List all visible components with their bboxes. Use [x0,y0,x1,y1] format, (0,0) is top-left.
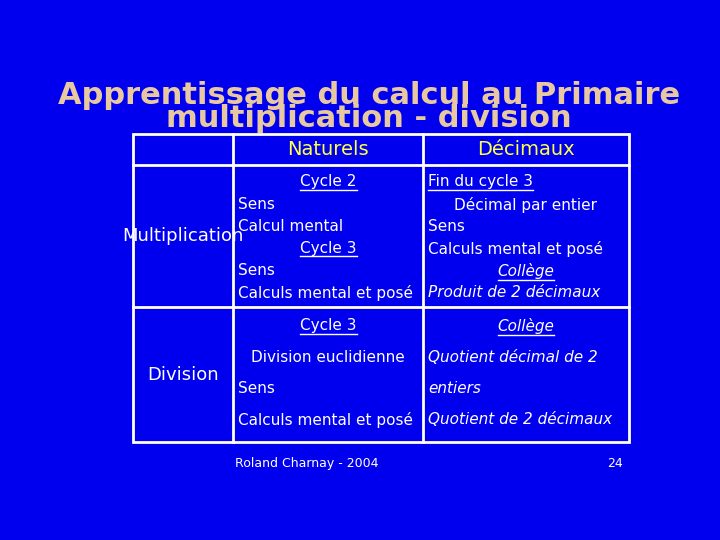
Text: Produit de 2 décimaux: Produit de 2 décimaux [428,286,600,300]
Text: Cycle 2: Cycle 2 [300,174,356,190]
Text: 24: 24 [608,457,624,470]
Text: Division: Division [147,366,219,384]
Text: Décimal par entier: Décimal par entier [454,197,598,213]
Text: Collège: Collège [498,263,554,279]
Text: Multiplication: Multiplication [122,227,243,245]
Text: Sens: Sens [238,197,275,212]
Text: Quotient décimal de 2: Quotient décimal de 2 [428,349,598,364]
Text: Cycle 3: Cycle 3 [300,241,356,256]
Text: Apprentissage du calcul au Primaire: Apprentissage du calcul au Primaire [58,81,680,110]
Text: Calculs mental et posé: Calculs mental et posé [238,413,413,428]
Text: Quotient de 2 décimaux: Quotient de 2 décimaux [428,413,612,427]
Text: multiplication - division: multiplication - division [166,104,572,133]
Text: Décimaux: Décimaux [477,140,575,159]
Text: entiers: entiers [428,381,481,396]
Text: Calculs mental et posé: Calculs mental et posé [238,286,413,301]
Text: Division euclidienne: Division euclidienne [251,349,405,364]
Text: Collège: Collège [498,318,554,334]
Text: Roland Charnay - 2004: Roland Charnay - 2004 [235,457,379,470]
Text: Naturels: Naturels [287,140,369,159]
Text: Cycle 3: Cycle 3 [300,318,356,333]
Text: Sens: Sens [428,219,465,234]
Bar [132,134,629,442]
Text: Calculs mental et posé: Calculs mental et posé [428,241,603,257]
Text: Sens: Sens [238,381,275,396]
Text: Sens: Sens [238,263,275,278]
Text: Fin du cycle 3: Fin du cycle 3 [428,174,533,190]
Text: Calcul mental: Calcul mental [238,219,343,234]
